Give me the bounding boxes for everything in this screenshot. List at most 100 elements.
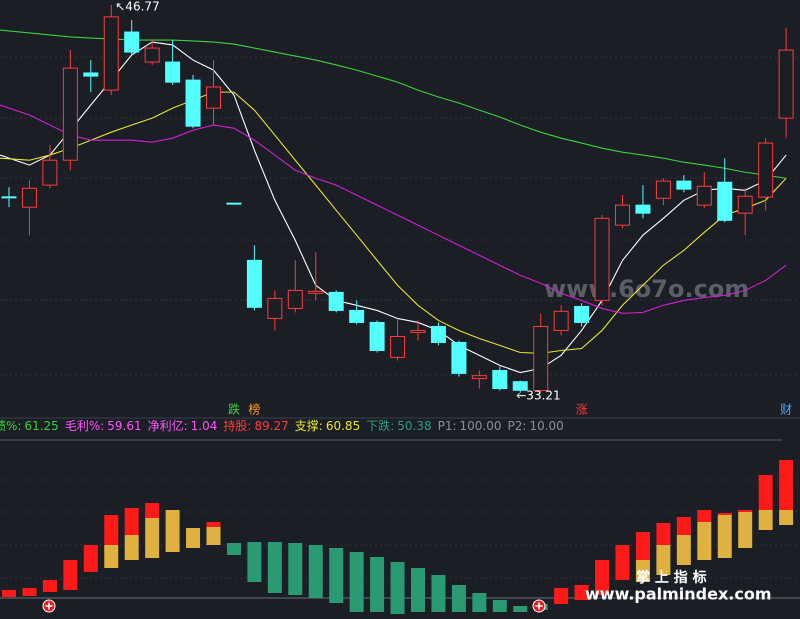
candle-body <box>124 31 140 53</box>
green-bar <box>308 545 323 598</box>
indicator-row: 绩%: 61.25 毛利%: 59.61 净利亿: 1.04 持股: 89.27 支撑: 60.8… <box>0 418 564 433</box>
candle-body <box>430 325 446 343</box>
indicator-value: 61.25 <box>24 419 58 433</box>
candle-body <box>737 195 753 214</box>
candle-body <box>328 291 344 311</box>
candle-body <box>594 217 610 301</box>
flag: 跌 <box>228 402 240 417</box>
indicator-label: 绩%: <box>0 419 21 433</box>
green-bar <box>267 542 282 593</box>
average-line <box>0 41 787 374</box>
indicator-label: P2: <box>508 419 527 433</box>
red-bar <box>779 460 794 510</box>
red-bar <box>676 517 691 535</box>
green-bar <box>349 552 364 612</box>
yellow-bar <box>656 545 671 575</box>
red-bar <box>717 513 732 515</box>
green-bar <box>431 575 446 612</box>
flag: 涨 <box>576 402 588 417</box>
indicator-value: 1.04 <box>191 419 218 433</box>
red-bar <box>574 585 589 600</box>
average-line <box>0 104 787 314</box>
signal-icon <box>535 602 543 610</box>
candle-body <box>1 196 17 199</box>
red-bar <box>635 532 650 560</box>
candle-body <box>83 72 99 77</box>
red-bar <box>22 588 37 596</box>
yellow-bar <box>124 535 139 560</box>
red-bar <box>595 560 610 595</box>
red-bar <box>554 588 569 604</box>
candle-body <box>144 47 160 63</box>
signal-icon <box>45 602 53 610</box>
indicator-label: 净利亿: <box>148 418 188 433</box>
candle-body <box>615 204 630 226</box>
low-label: ←33.21 <box>516 388 560 402</box>
red-bar <box>697 510 712 522</box>
candle-body <box>246 259 262 308</box>
indicator-value: 50.38 <box>397 419 431 433</box>
candle-body <box>574 305 590 323</box>
indicator-label: 持股: <box>223 418 251 433</box>
indicator-label: 毛利%: <box>65 419 104 433</box>
average-line <box>0 91 787 354</box>
green-bar <box>492 600 507 612</box>
candle-body <box>42 159 58 186</box>
yellow-bar <box>779 510 794 525</box>
green-bar <box>247 542 262 582</box>
indicator-label: 下跌: <box>366 418 394 433</box>
candle-body <box>165 61 181 83</box>
indicator-value: 10.00 <box>529 419 563 433</box>
candle-body <box>512 381 528 391</box>
candle-body <box>533 325 549 392</box>
candle-body <box>676 180 692 190</box>
red-bar <box>2 590 16 597</box>
indicator-value: 89.27 <box>254 419 288 433</box>
candle-body <box>553 310 569 331</box>
green-bar <box>390 562 405 614</box>
yellow-bar <box>676 535 691 565</box>
green-bar <box>451 585 466 612</box>
flag: 财 <box>780 403 792 417</box>
yellow-bar <box>738 512 753 548</box>
indicator-label: P1: <box>438 419 457 433</box>
candle-body <box>717 181 733 221</box>
red-bar <box>145 503 160 518</box>
candle-body <box>349 309 365 323</box>
candle-body <box>635 204 651 214</box>
candle-body <box>226 202 242 205</box>
candle-body <box>451 341 467 374</box>
candle-body <box>287 289 303 309</box>
red-bar <box>738 510 753 512</box>
candle-body <box>758 142 774 198</box>
candle-body <box>21 187 37 208</box>
red-bar <box>615 545 630 580</box>
yellow-bar <box>104 545 119 568</box>
green-bar <box>513 606 528 612</box>
candle-body <box>696 185 712 206</box>
watermark: www.6o7o.com <box>544 275 749 303</box>
candle-body <box>778 49 794 119</box>
candle-body <box>655 180 671 199</box>
yellow-bar <box>717 515 732 558</box>
candle-body <box>390 335 406 358</box>
candle-body <box>308 290 324 294</box>
watermark: www.palmindex.com <box>585 585 772 604</box>
indicator-value: 60.85 <box>326 419 360 433</box>
red-bar <box>124 508 139 535</box>
indicator-label: 支撑: <box>295 418 323 433</box>
red-bar <box>656 523 671 545</box>
green-bar <box>288 543 303 595</box>
green-bar <box>472 593 487 612</box>
candle-body <box>267 297 283 319</box>
candle-body <box>369 321 385 352</box>
candle-body <box>185 79 201 127</box>
red-bar <box>83 545 98 572</box>
candle-body <box>410 329 426 333</box>
yellow-bar <box>697 522 712 560</box>
yellow-bar <box>165 510 180 552</box>
candle-body <box>62 67 78 161</box>
red-bar <box>758 475 773 510</box>
red-bar <box>63 560 78 590</box>
